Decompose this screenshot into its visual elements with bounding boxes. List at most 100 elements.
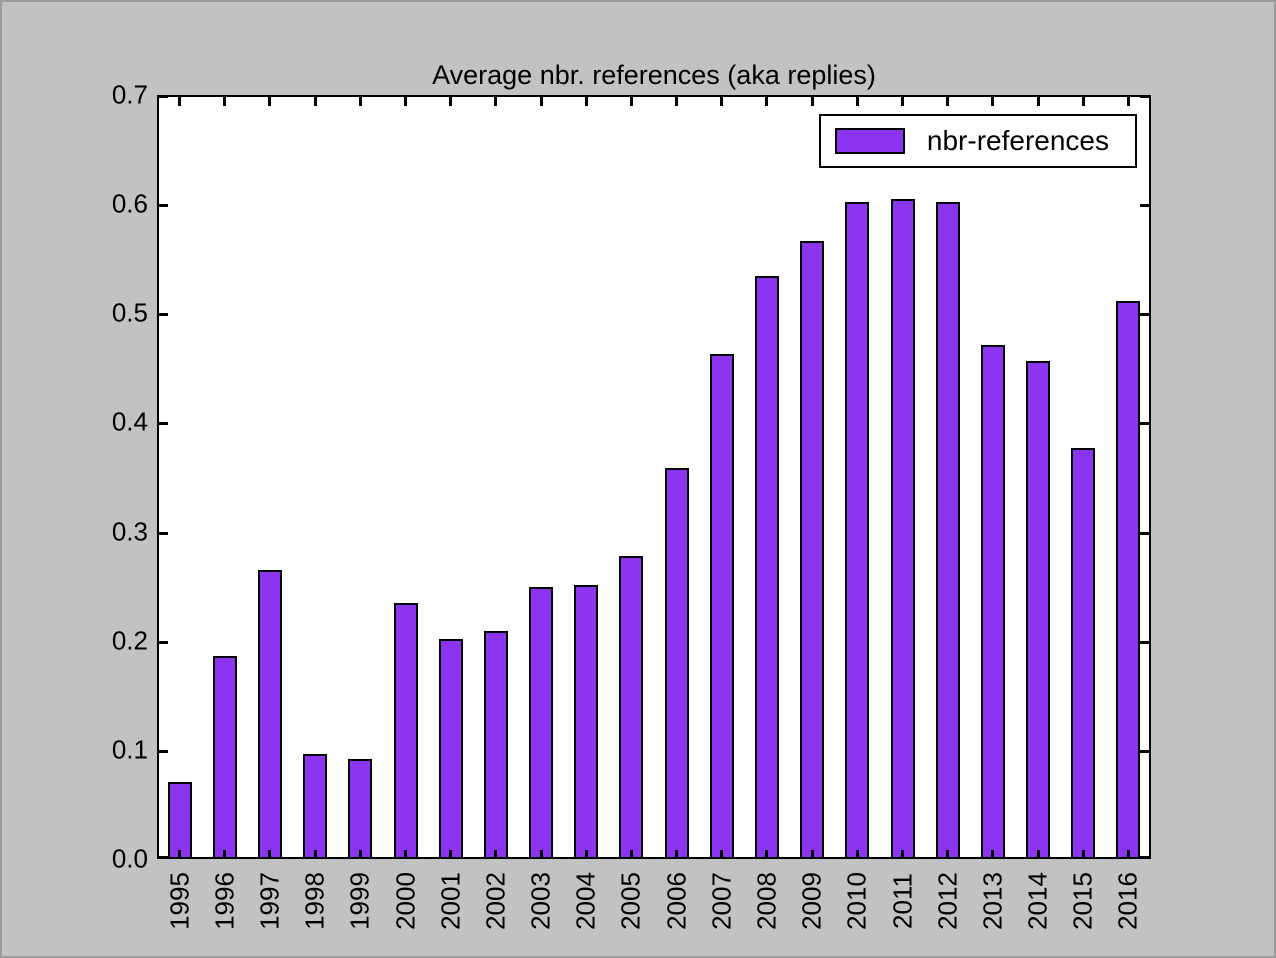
- x-tick-bottom: [855, 850, 859, 859]
- bar-2007: [709, 353, 734, 859]
- x-tick-top: [629, 97, 633, 106]
- bar-2009: [800, 241, 825, 859]
- x-tick-top: [901, 97, 904, 106]
- x-tick-label-2014: 2014: [1022, 872, 1053, 930]
- y-tick-left: [159, 313, 168, 317]
- y-tick-right: [1140, 313, 1149, 317]
- y-tick-left: [159, 749, 168, 753]
- x-tick-bottom: [178, 850, 182, 859]
- bar-2005: [619, 555, 644, 859]
- bar-2003: [529, 587, 554, 859]
- x-tick-label-2010: 2010: [841, 872, 872, 930]
- x-tick-bottom: [404, 850, 407, 859]
- y-tick-label-0.7: 0.7: [111, 79, 148, 110]
- bar-2002: [483, 630, 508, 859]
- y-tick-label-0.3: 0.3: [111, 516, 148, 547]
- x-tick-bottom: [629, 850, 633, 859]
- y-tick-right: [1140, 95, 1149, 98]
- bar-2006: [664, 468, 689, 859]
- x-tick-label-2003: 2003: [525, 872, 556, 930]
- y-tick-left: [159, 422, 168, 426]
- x-tick-label-1995: 1995: [164, 872, 195, 930]
- x-tick-label-1997: 1997: [254, 872, 285, 930]
- y-tick-right: [1140, 856, 1149, 859]
- x-tick-label-2016: 2016: [1112, 872, 1143, 930]
- x-tick-label-1998: 1998: [299, 872, 330, 930]
- x-tick-top: [1036, 97, 1040, 106]
- bar-1996: [212, 656, 237, 859]
- x-tick-bottom: [223, 850, 227, 859]
- x-tick-bottom: [810, 850, 814, 859]
- y-tick-label-0.2: 0.2: [111, 625, 148, 656]
- x-tick-bottom: [765, 850, 769, 859]
- x-tick-top: [855, 97, 859, 106]
- x-tick-top: [313, 97, 317, 106]
- legend-label: nbr-references: [926, 125, 1109, 156]
- chart-title: Average nbr. references (aka replies): [432, 60, 876, 90]
- x-tick-bottom: [268, 850, 272, 859]
- x-tick-bottom: [494, 850, 498, 859]
- x-tick-top: [223, 97, 227, 106]
- x-tick-label-2002: 2002: [480, 872, 511, 930]
- y-tick-label-0.6: 0.6: [111, 188, 148, 219]
- x-tick-top: [404, 97, 407, 106]
- bar-2012: [935, 201, 960, 859]
- x-tick-bottom: [946, 850, 950, 859]
- x-tick-bottom: [584, 850, 588, 859]
- x-tick-bottom: [991, 850, 995, 859]
- x-tick-top: [449, 97, 453, 106]
- y-tick-right: [1140, 749, 1149, 753]
- x-tick-bottom: [901, 850, 904, 859]
- x-tick-top: [539, 97, 543, 106]
- x-tick-bottom: [1126, 850, 1130, 859]
- legend: nbr-references: [818, 114, 1137, 168]
- bar-1999: [348, 758, 373, 859]
- y-tick-label-0.4: 0.4: [111, 406, 148, 437]
- x-tick-top: [810, 97, 814, 106]
- x-tick-label-2013: 2013: [977, 872, 1008, 930]
- x-tick-bottom: [720, 850, 724, 859]
- y-tick-right: [1140, 531, 1149, 535]
- x-tick-label-2006: 2006: [661, 872, 692, 930]
- x-tick-top: [1081, 97, 1085, 106]
- x-tick-top: [178, 97, 182, 106]
- bar-2011: [890, 198, 915, 859]
- x-tick-label-2007: 2007: [706, 872, 737, 930]
- x-tick-label-2000: 2000: [390, 872, 420, 930]
- x-tick-label-2008: 2008: [751, 872, 782, 930]
- y-tick-label-0.0: 0.0: [111, 843, 148, 874]
- x-tick-label-1999: 1999: [344, 872, 375, 930]
- x-tick-top: [991, 97, 995, 106]
- x-tick-top: [720, 97, 724, 106]
- bar-1995: [167, 781, 192, 859]
- x-tick-label-2015: 2015: [1067, 872, 1098, 930]
- bar-2010: [845, 201, 870, 859]
- bar-2004: [574, 585, 599, 859]
- y-tick-left: [159, 204, 168, 208]
- bar-2015: [1071, 447, 1096, 859]
- x-tick-top: [268, 97, 272, 106]
- y-tick-left: [159, 640, 168, 644]
- legend-swatch: [834, 128, 905, 154]
- x-tick-bottom: [675, 850, 679, 859]
- bar-2001: [438, 638, 463, 859]
- y-tick-left: [159, 531, 168, 535]
- bar-2016: [1116, 301, 1141, 859]
- plot-area: nbr-references: [157, 95, 1151, 859]
- x-tick-top: [494, 97, 498, 106]
- y-tick-right: [1140, 204, 1149, 208]
- x-tick-top: [675, 97, 679, 106]
- bar-2000: [393, 602, 418, 859]
- y-tick-right: [1140, 640, 1149, 644]
- bar-2008: [754, 276, 779, 859]
- bar-2014: [1026, 361, 1051, 859]
- y-tick-left: [159, 856, 168, 859]
- y-tick-right: [1140, 422, 1149, 426]
- x-tick-label-2011: 2011: [887, 873, 917, 929]
- x-tick-bottom: [539, 850, 543, 859]
- x-tick-bottom: [1036, 850, 1040, 859]
- x-tick-top: [584, 97, 588, 106]
- x-tick-label-2012: 2012: [932, 872, 963, 930]
- x-tick-top: [946, 97, 950, 106]
